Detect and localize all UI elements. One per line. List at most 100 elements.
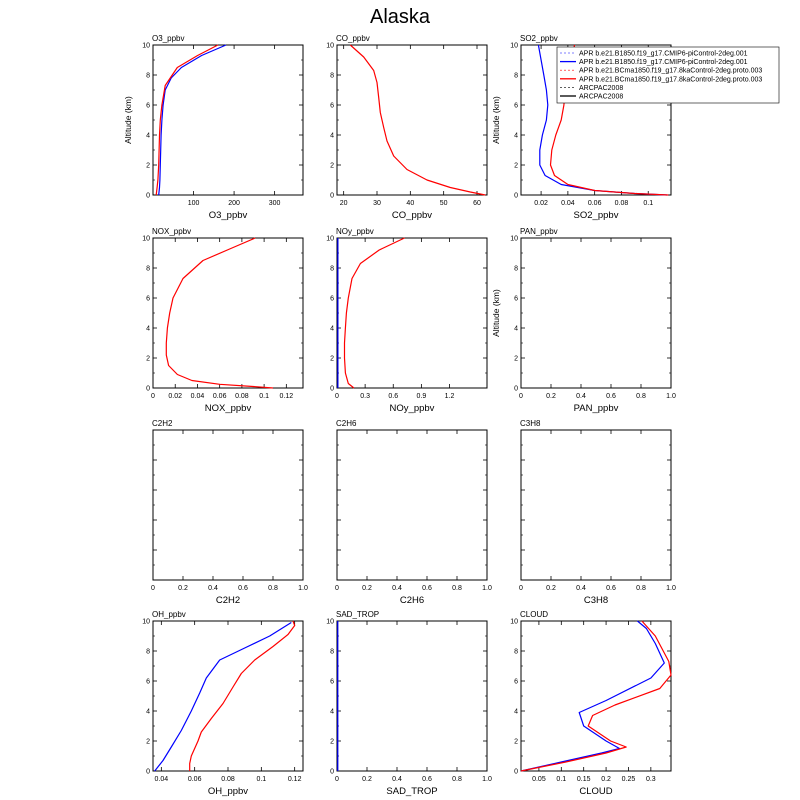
x-axis-label: OH_ppbv [208,786,248,797]
x-tick-label: 0.6 [606,585,616,592]
plot-frame [336,429,488,581]
y-tick-label: 4 [146,326,150,333]
y-tick-label: 2 [146,163,150,170]
legend-box [556,46,780,104]
y-tick-label: 4 [330,326,334,333]
y-tick-label: 8 [514,649,518,656]
y-tick-label: 8 [146,649,150,656]
legend-label: APR b.e21.BCma1850.f19_g17.8kaControl-2d… [579,76,762,83]
plot-frame [336,237,488,389]
panel-co-ppbv: CO_ppbv 0 2 4 6 8 10 20 30 40 50 60 CO_ppbv [326,34,488,221]
x-axis-label: C3H8 [584,595,608,606]
y-tick-label: 10 [142,619,150,626]
y-tick-label: 0 [514,769,518,776]
x-tick-label: 1.2 [445,393,455,400]
x-tick-label: 0.3 [360,393,370,400]
panel-title: CO_ppbv [336,34,370,43]
y-tick-label: 10 [510,619,518,626]
panel-sad-trop: SAD_TROP 0 2 4 6 8 10 0 0.2 0.4 0.6 0.8 1.0 SAD_TROP [326,610,492,797]
y-tick-label: 0 [514,386,518,393]
x-tick-label: 0.04 [561,200,575,207]
y-tick-label: 2 [146,739,150,746]
x-tick-label: 0 [519,393,523,400]
x-tick-label: 0 [335,776,339,783]
legend-label: APR b.e21.B1850.f19_g17.CMIP6-piControl-… [579,51,748,58]
y-tick-label: 8 [330,649,334,656]
x-tick-label: 0 [519,585,523,592]
x-tick-label: 0.4 [576,393,586,400]
x-tick-label: 1.0 [482,585,492,592]
x-tick-label: 0 [151,393,155,400]
y-tick-label: 4 [146,709,150,716]
y-tick-label: 0 [146,769,150,776]
y-tick-label: 10 [142,236,150,243]
plot-frame [152,429,304,581]
panel-title: SAD_TROP [336,610,379,619]
x-tick-label: 0.2 [546,393,556,400]
y-tick-label: 10 [326,43,334,50]
x-tick-label: 0.4 [392,585,402,592]
y-tick-label: 6 [514,296,518,303]
x-tick-label: 1.0 [666,393,676,400]
x-tick-label: 0.05 [532,776,546,783]
x-tick-label: 0.1 [259,393,269,400]
y-tick-label: 6 [330,679,334,686]
panel-title: CLOUD [520,610,548,619]
panel-title: NOy_ppbv [336,227,374,236]
panel-c3h8: C3H8 0 0.2 0.4 0.6 0.8 1.0 C3H8 [519,419,676,606]
x-tick-label: 50 [440,200,448,207]
plot-frame [152,44,304,196]
x-tick-label: 0 [151,585,155,592]
y-tick-label: 2 [514,739,518,746]
plot-frame [520,620,672,772]
y-tick-label: 6 [146,679,150,686]
x-tick-label: 0 [335,393,339,400]
x-tick-label: 0.2 [601,776,611,783]
x-tick-label: 0.3 [646,776,656,783]
x-axis-label: SAD_TROP [386,786,437,797]
y-tick-label: 0 [146,193,150,200]
series-line-red [165,237,274,389]
y-tick-label: 4 [514,326,518,333]
x-tick-label: 0.25 [622,776,636,783]
y-tick-label: 10 [142,43,150,50]
series-line-red [155,44,219,196]
legend: APR b.e21.B1850.f19_g17.CMIP6-piControl-… [556,46,780,104]
panel-title: O3_ppbv [152,34,184,43]
x-tick-label: 0.8 [452,585,462,592]
x-tick-label: 0.6 [388,393,398,400]
x-tick-label: 20 [340,200,348,207]
y-tick-label: 10 [510,43,518,50]
y-tick-label: 4 [514,709,518,716]
x-axis-label: PAN_ppbv [574,403,619,414]
plot-frame [520,429,672,581]
main-title: Alaska [370,6,431,28]
panel-title: PAN_ppbv [520,227,558,236]
x-tick-label: 0.4 [208,585,218,592]
x-tick-label: 0.2 [546,585,556,592]
y-tick-label: 4 [330,709,334,716]
x-tick-label: 0.12 [288,776,302,783]
x-axis-label: CLOUD [579,786,612,797]
x-tick-label: 100 [188,200,200,207]
x-axis-label: C2H6 [400,595,424,606]
y-tick-label: 2 [146,356,150,363]
y-tick-label: 10 [326,619,334,626]
y-tick-label: 2 [330,739,334,746]
panel-nox-ppbv: NOX_ppbv 0 2 4 6 8 10 0 0.02 0.04 0.06 0.08 0.1 0.12 N… [142,227,304,414]
series-line-blue [158,44,227,196]
y-axis-label: Altitude (km) [491,289,501,337]
y-tick-label: 8 [330,73,334,80]
y-tick-label: 0 [330,386,334,393]
y-tick-label: 8 [514,266,518,273]
panel-cloud: CLOUD 0 2 4 6 8 10 0.05 0.1 0.15 0.2 0.25 0.3 CLOUD [510,610,672,797]
legend-label: APR b.e21.BCma1850.f19_g17.8kaControl-2d… [579,68,762,75]
x-tick-label: 0.2 [362,776,372,783]
y-tick-label: 0 [514,193,518,200]
x-tick-label: 0.8 [636,393,646,400]
y-tick-label: 0 [146,386,150,393]
x-axis-label: CO_ppbv [392,210,432,221]
x-tick-label: 1.0 [482,776,492,783]
